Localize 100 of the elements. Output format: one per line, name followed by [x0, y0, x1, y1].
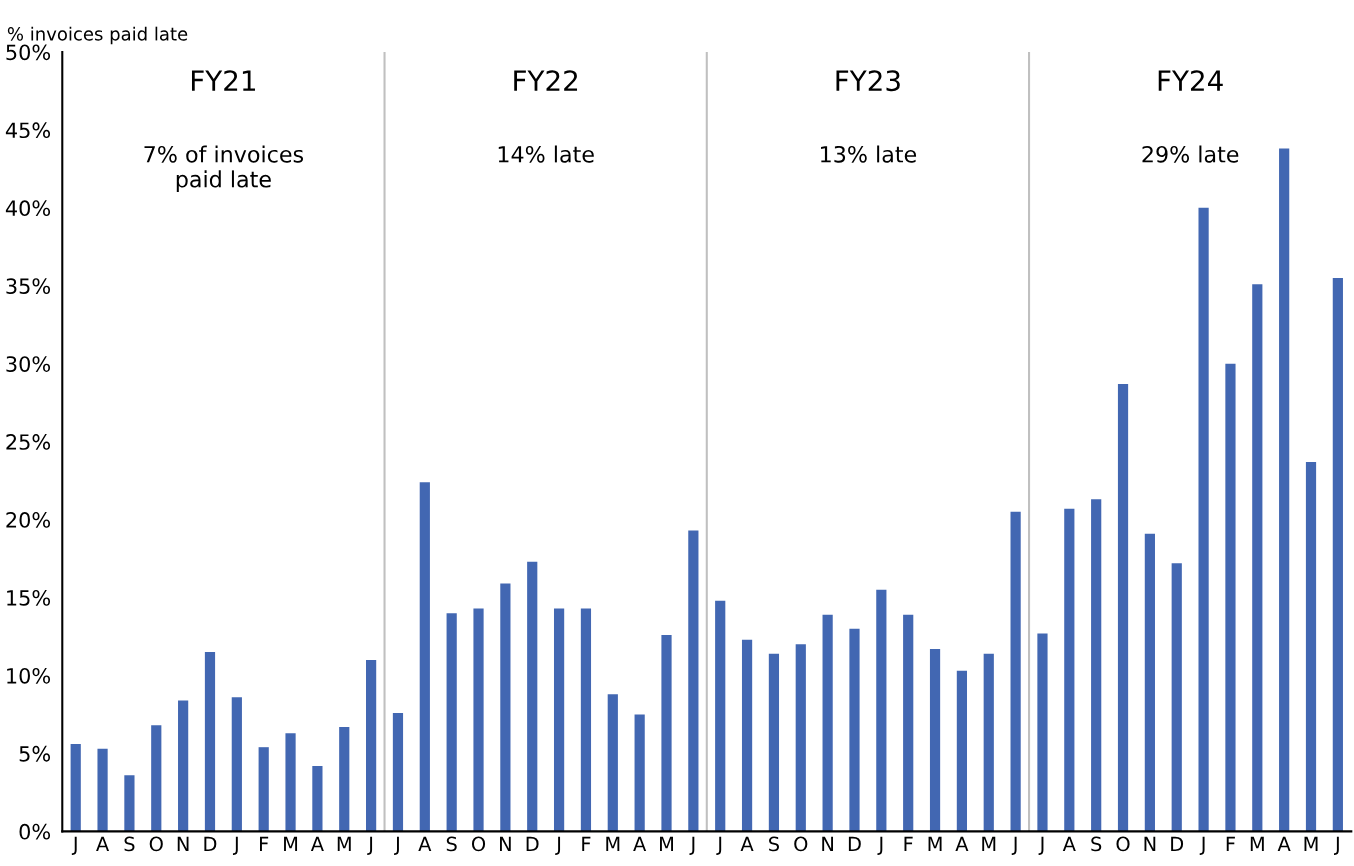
- x-tick-label: J: [716, 836, 722, 855]
- x-tick-label: M: [1304, 836, 1318, 851]
- x-tick-label: M: [660, 836, 673, 851]
- bar: [876, 589, 887, 832]
- bar: [634, 714, 645, 832]
- bar: [1198, 207, 1209, 832]
- x-tick-label: A: [1277, 836, 1291, 851]
- x-tick-label: O: [794, 836, 808, 852]
- bar: [607, 694, 618, 832]
- x-tick-label: O: [149, 836, 163, 852]
- x-tick-label: M: [337, 836, 351, 851]
- bar: [1332, 277, 1343, 832]
- x-tick-label: F: [260, 836, 269, 851]
- bar: [500, 583, 511, 832]
- bar: [661, 634, 672, 832]
- bar: [392, 712, 404, 832]
- bar: [419, 482, 430, 832]
- x-tick-label: O: [471, 836, 486, 852]
- bar: [204, 652, 216, 832]
- x-tick-label: S: [1091, 836, 1102, 852]
- annotation: FY21: [191, 70, 255, 91]
- bar: [553, 608, 565, 832]
- bar: [903, 614, 914, 832]
- bar: [151, 725, 162, 832]
- annotation: 29% late: [1142, 145, 1239, 163]
- bar: [312, 765, 323, 832]
- annotation: 14% late: [498, 145, 594, 163]
- bar: [178, 700, 189, 832]
- x-tick-label: N: [1144, 836, 1156, 851]
- x-tick-label: J: [232, 836, 238, 855]
- bar: [1037, 633, 1048, 832]
- bar: [285, 733, 296, 832]
- bar: [527, 561, 538, 832]
- y-axis-title: % invoices paid late: [7, 26, 188, 45]
- bar: [97, 748, 108, 832]
- bar: [849, 628, 860, 832]
- bar: [1144, 533, 1155, 832]
- bar: [983, 653, 994, 832]
- y-tick-label: 15%: [7, 589, 51, 606]
- y-tick-label: 10%: [7, 667, 51, 684]
- bar: [1279, 148, 1290, 832]
- x-tick-label: J: [1199, 836, 1205, 855]
- y-tick-label: 30%: [6, 356, 51, 372]
- bar: [929, 648, 941, 832]
- bar: [446, 613, 457, 832]
- y-tick-label: 45%: [5, 122, 51, 139]
- bar: [1252, 284, 1263, 832]
- x-tick-label: M: [928, 836, 942, 851]
- bar: [822, 614, 833, 832]
- bar: [1171, 563, 1182, 832]
- annotation: 7% of invoices paid late: [144, 145, 304, 192]
- annotation: FY22: [514, 70, 578, 91]
- bar: [741, 639, 753, 832]
- bar: [1225, 363, 1236, 832]
- x-tick-label: A: [740, 836, 754, 851]
- x-tick-label: N: [500, 836, 511, 851]
- x-tick-label: N: [822, 836, 833, 851]
- y-tick-label: 35%: [6, 278, 51, 294]
- x-tick-label: M: [606, 836, 620, 851]
- y-tick-label: 0%: [19, 823, 51, 840]
- bar: [1010, 511, 1021, 832]
- bar: [231, 697, 242, 832]
- y-tick-label: 25%: [6, 434, 51, 450]
- x-tick-label: D: [1171, 836, 1184, 851]
- x-tick-label: M: [1250, 836, 1264, 851]
- x-tick-label: S: [446, 836, 457, 852]
- x-tick-label: J: [689, 836, 695, 855]
- bar: [1091, 499, 1102, 832]
- x-tick-label: J: [367, 836, 373, 855]
- bar: [258, 747, 269, 832]
- bar: [1064, 508, 1075, 832]
- x-tick-label: M: [284, 836, 298, 851]
- bar: [1305, 461, 1317, 832]
- y-tick-label: 50%: [6, 44, 51, 61]
- x-tick-label: J: [1038, 836, 1044, 855]
- x-tick-label: A: [310, 836, 324, 851]
- x-tick-label: A: [1062, 836, 1076, 851]
- bar: [956, 670, 968, 832]
- x-tick-label: F: [582, 836, 591, 851]
- x-tick-label: J: [877, 836, 883, 855]
- x-tick-label: M: [982, 836, 996, 851]
- x-tick-label: O: [1116, 836, 1130, 852]
- bar: [715, 600, 726, 832]
- x-tick-label: F: [904, 836, 913, 851]
- x-tick-label: J: [71, 836, 77, 855]
- bar: [124, 775, 135, 832]
- x-tick-label: A: [633, 836, 647, 851]
- x-tick-label: A: [96, 836, 110, 851]
- x-tick-label: D: [848, 836, 861, 851]
- bar: [795, 644, 806, 832]
- x-tick-label: J: [555, 836, 561, 855]
- x-tick-label: A: [955, 836, 969, 851]
- x-tick-label: D: [204, 836, 217, 851]
- bar: [70, 744, 81, 832]
- x-tick-label: J: [1333, 836, 1339, 855]
- x-tick-label: A: [418, 836, 432, 851]
- x-tick-label: D: [526, 836, 539, 851]
- bar: [473, 608, 484, 832]
- annotation: 13% late: [821, 145, 917, 163]
- bar: [366, 659, 377, 832]
